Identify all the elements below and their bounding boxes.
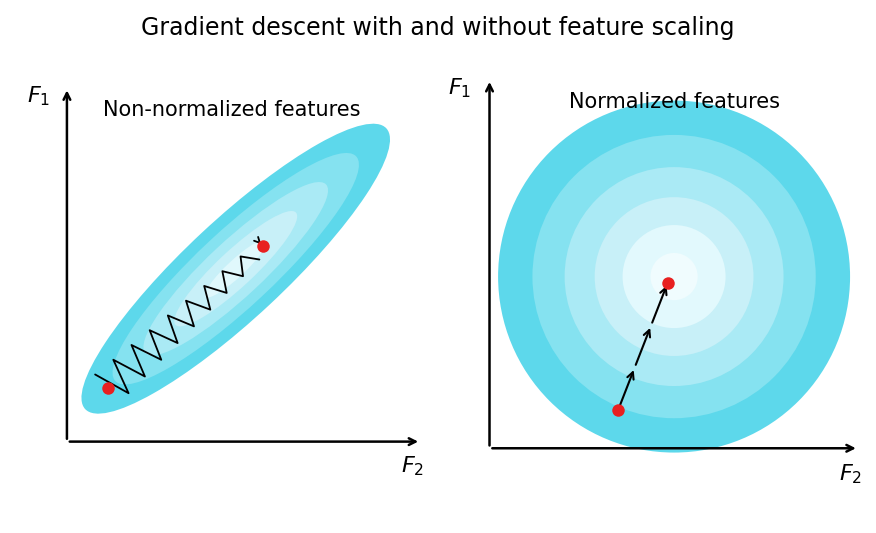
Circle shape — [651, 253, 697, 300]
Text: Gradient descent with and without feature scaling: Gradient descent with and without featur… — [141, 16, 735, 40]
Text: Normalized features: Normalized features — [569, 92, 780, 112]
Text: $F_2$: $F_2$ — [838, 462, 862, 486]
Ellipse shape — [144, 182, 328, 356]
Ellipse shape — [174, 211, 297, 326]
Circle shape — [565, 167, 783, 386]
Ellipse shape — [81, 124, 390, 414]
Ellipse shape — [205, 240, 266, 297]
Circle shape — [498, 101, 850, 453]
Text: $F_2$: $F_2$ — [401, 455, 424, 478]
Circle shape — [533, 135, 816, 418]
Circle shape — [595, 197, 753, 356]
Circle shape — [623, 225, 725, 328]
Ellipse shape — [112, 153, 359, 384]
Text: Non-normalized features: Non-normalized features — [102, 100, 360, 120]
Text: $F_1$: $F_1$ — [448, 76, 471, 100]
Text: $F_1$: $F_1$ — [26, 84, 50, 108]
